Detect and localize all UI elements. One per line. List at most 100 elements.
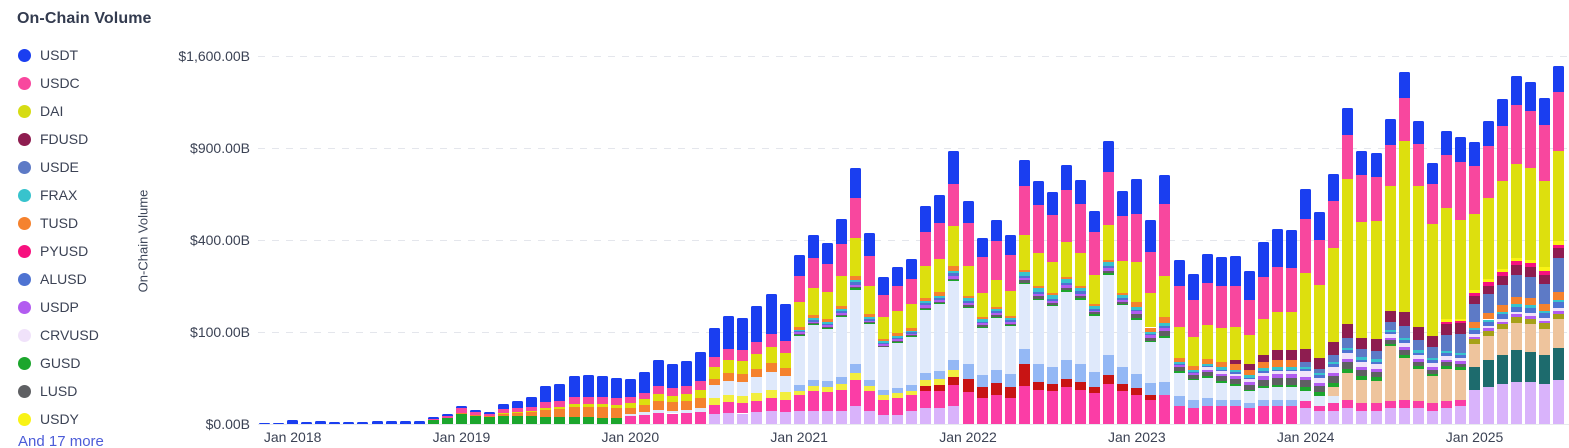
bar-2019-03[interactable]	[484, 412, 496, 424]
bar-2023-09[interactable]	[1243, 270, 1255, 424]
bar-2022-09[interactable]	[1075, 179, 1087, 424]
bar-2020-05[interactable]	[681, 360, 693, 424]
bar-2023-02[interactable]	[1145, 219, 1157, 424]
bar-2019-01[interactable]	[455, 405, 467, 424]
bar-2019-05[interactable]	[512, 400, 524, 424]
bar-2021-12[interactable]	[948, 151, 960, 424]
bar-2020-08[interactable]	[723, 315, 735, 424]
legend-item-fdusd[interactable]: FDUSD	[18, 125, 148, 153]
bar-2024-03[interactable]	[1328, 174, 1340, 424]
bar-2022-10[interactable]	[1089, 211, 1101, 424]
bar-2018-03[interactable]	[315, 421, 327, 424]
bar-2025-04[interactable]	[1511, 75, 1523, 424]
bar-2024-09[interactable]	[1412, 120, 1424, 424]
bar-2022-03[interactable]	[990, 220, 1002, 424]
bar-2017-12[interactable]	[273, 422, 285, 424]
legend-item-usde[interactable]: USDE	[18, 153, 148, 181]
bar-2019-04[interactable]	[498, 404, 510, 424]
bar-2022-11[interactable]	[1103, 141, 1115, 424]
legend-more-link[interactable]: And 17 more	[18, 433, 104, 448]
bar-2019-12[interactable]	[610, 378, 622, 424]
bar-2023-01[interactable]	[1131, 178, 1143, 424]
bar-2020-03[interactable]	[652, 360, 664, 424]
bar-2024-08[interactable]	[1398, 72, 1410, 424]
bar-2022-07[interactable]	[1046, 192, 1058, 424]
bar-2020-10[interactable]	[751, 306, 763, 424]
bar-2021-04[interactable]	[835, 219, 847, 424]
bar-2023-03[interactable]	[1159, 175, 1171, 424]
bar-2019-10[interactable]	[582, 375, 594, 424]
legend-item-tusd[interactable]: TUSD	[18, 209, 148, 237]
bar-2024-04[interactable]	[1342, 107, 1354, 424]
bar-2022-02[interactable]	[976, 237, 988, 424]
legend-item-frax[interactable]: FRAX	[18, 181, 148, 209]
bar-2025-02[interactable]	[1483, 120, 1495, 424]
bar-2020-02[interactable]	[638, 371, 650, 424]
bar-2019-02[interactable]	[470, 409, 482, 424]
bar-2019-06[interactable]	[526, 397, 538, 424]
bar-2019-08[interactable]	[554, 383, 566, 424]
bar-2018-12[interactable]	[441, 413, 453, 424]
bar-2018-08[interactable]	[385, 421, 397, 424]
bar-2020-06[interactable]	[695, 352, 707, 424]
bar-2020-09[interactable]	[737, 317, 749, 424]
bar-2023-10[interactable]	[1257, 242, 1269, 424]
bar-2023-08[interactable]	[1229, 255, 1241, 424]
bar-2019-07[interactable]	[540, 386, 552, 424]
bar-2024-01[interactable]	[1300, 189, 1312, 424]
bar-2022-01[interactable]	[962, 201, 974, 424]
bar-2018-01[interactable]	[287, 419, 299, 424]
bar-2023-07[interactable]	[1215, 256, 1227, 424]
bar-2021-11[interactable]	[934, 194, 946, 424]
bar-2022-12[interactable]	[1117, 191, 1129, 424]
bar-2020-11[interactable]	[765, 293, 777, 424]
legend-item-alusd[interactable]: ALUSD	[18, 265, 148, 293]
bar-2023-11[interactable]	[1272, 229, 1284, 424]
bar-2020-12[interactable]	[779, 304, 791, 424]
bar-2024-02[interactable]	[1314, 212, 1326, 424]
bar-2021-01[interactable]	[793, 254, 805, 424]
legend-item-crvusd[interactable]: CRVUSD	[18, 321, 148, 349]
bar-2020-07[interactable]	[709, 327, 721, 424]
bar-2023-04[interactable]	[1173, 259, 1185, 424]
bar-2018-09[interactable]	[399, 421, 411, 424]
bar-2020-04[interactable]	[667, 364, 679, 424]
bar-2021-03[interactable]	[821, 243, 833, 424]
bar-2018-06[interactable]	[357, 421, 369, 424]
bar-2025-06[interactable]	[1539, 98, 1551, 424]
bar-2025-01[interactable]	[1469, 141, 1481, 424]
bar-2020-01[interactable]	[624, 378, 636, 424]
legend-item-gusd[interactable]: GUSD	[18, 349, 148, 377]
legend-item-usdt[interactable]: USDT	[18, 41, 148, 69]
bar-2021-02[interactable]	[807, 235, 819, 424]
bar-2018-07[interactable]	[371, 421, 383, 424]
bar-2022-05[interactable]	[1018, 159, 1030, 424]
bar-2021-05[interactable]	[849, 168, 861, 424]
bar-2018-10[interactable]	[413, 421, 425, 424]
bar-2018-02[interactable]	[301, 421, 313, 424]
bar-2024-05[interactable]	[1356, 151, 1368, 424]
bar-2022-06[interactable]	[1032, 180, 1044, 424]
bar-2024-10[interactable]	[1426, 162, 1438, 424]
bar-2021-07[interactable]	[878, 277, 890, 424]
bar-2024-06[interactable]	[1370, 152, 1382, 424]
bar-2024-12[interactable]	[1454, 137, 1466, 424]
bar-2019-11[interactable]	[596, 376, 608, 424]
bar-2025-05[interactable]	[1525, 81, 1537, 424]
bar-2019-09[interactable]	[568, 376, 580, 424]
bar-2021-10[interactable]	[920, 206, 932, 424]
bar-2023-05[interactable]	[1187, 273, 1199, 424]
legend-item-lusd[interactable]: LUSD	[18, 377, 148, 405]
bar-2024-07[interactable]	[1384, 118, 1396, 424]
bar-2022-04[interactable]	[1004, 235, 1016, 424]
legend-item-dai[interactable]: DAI	[18, 97, 148, 125]
legend-item-usdc[interactable]: USDC	[18, 69, 148, 97]
bar-2023-06[interactable]	[1201, 254, 1213, 424]
bar-2017-11[interactable]	[259, 422, 270, 424]
bar-2022-08[interactable]	[1060, 164, 1072, 424]
bar-2018-04[interactable]	[329, 421, 341, 424]
bar-2023-12[interactable]	[1286, 229, 1298, 424]
bar-2025-03[interactable]	[1497, 98, 1509, 424]
bar-2024-11[interactable]	[1440, 131, 1452, 424]
bar-2018-05[interactable]	[343, 421, 355, 424]
